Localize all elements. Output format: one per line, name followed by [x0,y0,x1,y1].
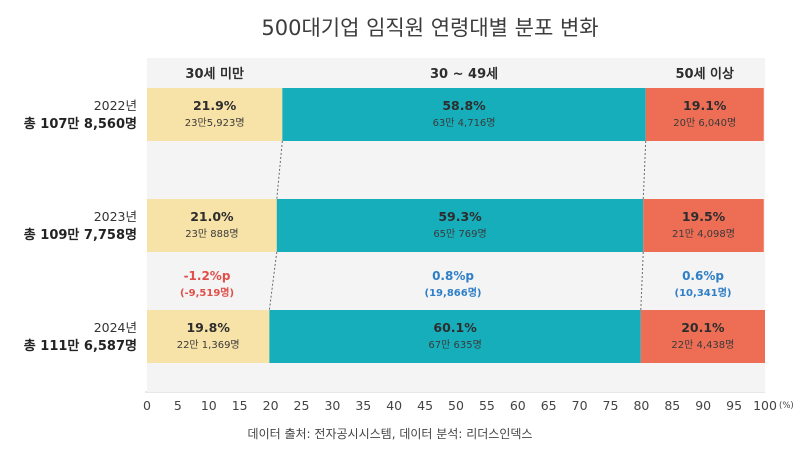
bar-2022-age30to49 [282,88,646,141]
change-pct-over50: 0.6%p [682,269,724,283]
bar-pct-label: 20.1% [681,320,725,335]
x-tick-label: 35 [355,398,371,413]
change-count-under30: (-9,519명) [180,286,234,299]
connector-line [642,140,647,200]
bar-2024-under30 [147,310,270,363]
x-tick-label: 25 [294,398,310,413]
change-pct-age30to49: 0.8%p [432,269,474,283]
row-label-total: 총 111만 6,587명 [24,338,137,354]
bar-pct-label: 59.3% [438,209,482,224]
x-tick-label: 15 [232,398,248,413]
x-tick-label: 5 [174,398,182,413]
row-label-year: 2023년 [94,209,137,224]
change-count-over50: (10,341명) [675,286,732,299]
plot-area: 30세 미만 30 ~ 49세 50세 이상 21.9% 23만5,923명 58.8% 6… [24,58,794,413]
category-header-over50: 50세 이상 [675,66,734,82]
x-tick-label: 70 [572,398,588,413]
x-tick-label: 40 [386,398,402,413]
bar-2023-over50 [643,199,764,252]
bar-pct-label: 19.5% [682,209,726,224]
x-tick-label: 50 [448,398,464,413]
x-tick-label: 75 [603,398,619,413]
bar-count-label: 22만 4,438명 [671,339,734,351]
row-label-year: 2022년 [94,98,137,113]
bar-2022-over50 [645,88,764,141]
x-tick-label: 0 [143,398,151,413]
chart-title: 500대기업 임직원 연령대별 분포 변화 [261,16,598,40]
bar-count-label: 22만 1,369명 [177,339,240,351]
change-pct-under30: -1.2%p [184,269,231,283]
bar-2023-age30to49 [276,199,644,252]
x-tick-label: 60 [510,398,526,413]
bar-2024-age30to49 [269,310,641,363]
bar-count-label: 20만 6,040명 [673,117,736,129]
bar-2024-over50 [640,310,765,363]
x-unit-label: (%) [779,401,794,411]
connector-line [268,251,278,311]
source-note: 데이터 출처: 전자공시시스템, 데이터 분석: 리더스인덱스 [248,427,533,441]
x-tick-label: 20 [263,398,279,413]
bar-2023-under30 [147,199,277,252]
row-label-total: 총 107만 8,560명 [24,116,137,132]
bar-pct-label: 58.8% [442,98,486,113]
bar-count-label: 23만 888명 [185,228,238,240]
x-tick-label: 100 [753,398,777,413]
x-tick-label: 65 [541,398,557,413]
bar-count-label: 65만 769명 [433,228,486,240]
row-label-year: 2024년 [94,320,137,335]
x-tick-label: 45 [417,398,433,413]
x-tick-label: 10 [201,398,217,413]
bar-count-label: 21만 4,098명 [672,228,735,240]
bar-pct-label: 19.8% [186,320,230,335]
bar-count-label: 67만 635명 [428,339,481,351]
bar-pct-label: 19.1% [683,98,727,113]
connector-line [640,251,644,311]
connector-line [276,140,283,200]
category-header-under30: 30세 미만 [185,66,244,82]
bar-2022-under30 [147,88,283,141]
bar-count-label: 63만 4,716명 [433,117,496,129]
bar-count-label: 23만5,923명 [185,117,245,129]
x-tick-label: 90 [695,398,711,413]
x-tick-label: 95 [726,398,742,413]
x-tick-label: 30 [324,398,340,413]
change-count-age30to49: (19,866명) [425,286,482,299]
category-header-age30to49: 30 ~ 49세 [430,67,498,82]
bar-pct-label: 21.0% [190,209,234,224]
row-label-total: 총 109만 7,758명 [24,227,137,243]
x-tick-label: 85 [664,398,680,413]
x-tick-label: 55 [479,398,495,413]
bar-pct-label: 21.9% [193,98,237,113]
bar-pct-label: 60.1% [433,320,477,335]
x-tick-label: 80 [633,398,649,413]
